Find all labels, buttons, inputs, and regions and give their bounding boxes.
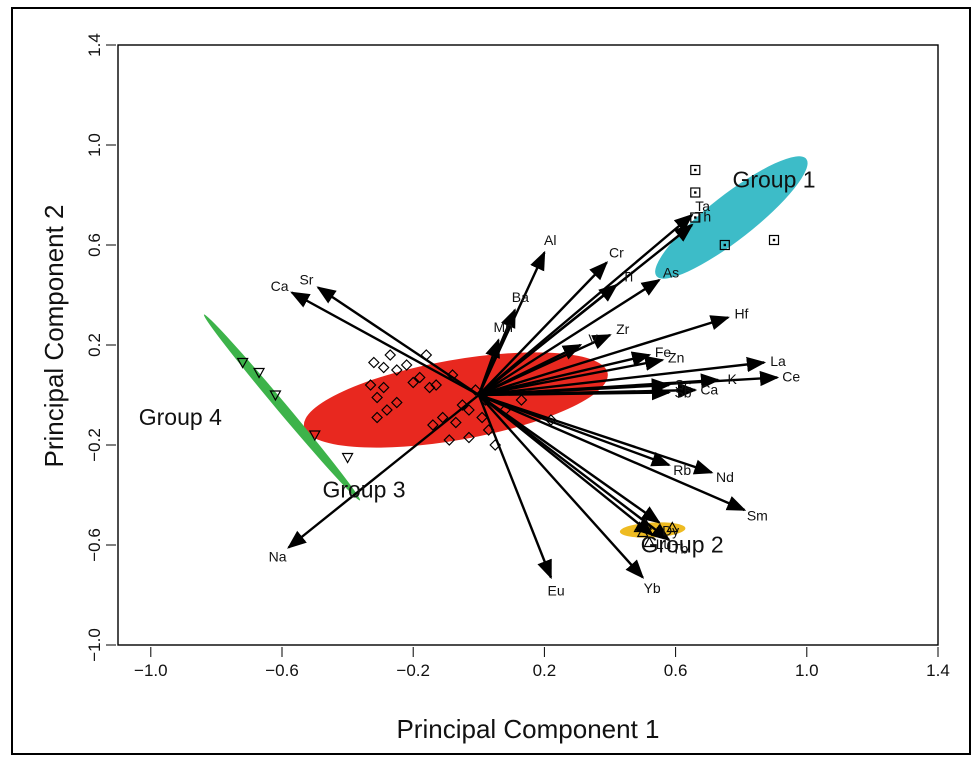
group-3-label: Group 3 (322, 477, 405, 503)
group-1-point-4-center (773, 239, 775, 241)
loading-label-zr-9: Zr (616, 321, 630, 337)
group-4-point-4 (343, 454, 353, 463)
loading-label-rb-20: Rb (673, 462, 691, 478)
loading-label-ca-28: Ca (271, 278, 289, 294)
y-tick-label-0: −1.0 (85, 628, 104, 662)
group-3-point-28 (369, 358, 379, 368)
group-1-point-0-center (694, 169, 696, 171)
loading-label-hf-8: Hf (734, 305, 748, 321)
loading-label-sr-29: Sr (299, 272, 313, 288)
loading-label-eu-26: Eu (548, 583, 565, 599)
loading-label-as-3: As (663, 264, 679, 280)
group-3-point-6 (402, 360, 412, 370)
group-1-label: Group 1 (732, 167, 815, 193)
group-3-point-4 (385, 350, 395, 360)
y-tick-label-3: 0.2 (85, 333, 104, 357)
x-tick-label-3: 0.2 (533, 661, 557, 680)
loading-label-ca-17: Ca (700, 382, 718, 398)
group-1-point-3-center (724, 244, 726, 246)
loading-label-yb-25: Yb (644, 580, 661, 596)
loading-label-ti-4: Ti (622, 268, 633, 284)
loading-label-sb-18: Sb (674, 384, 691, 400)
group-2-label: Group 2 (641, 532, 724, 558)
x-tick-label-5: 1.0 (795, 661, 819, 680)
x-axis-title: Principal Component 1 (396, 714, 659, 744)
loading-label-zn-12: Zn (668, 349, 684, 365)
loading-label-la-13: La (770, 353, 786, 369)
loading-label-ce-14: Ce (782, 369, 800, 385)
y-axis-title: Principal Component 2 (39, 204, 69, 467)
y-tick-label-1: −0.6 (85, 528, 104, 562)
x-tick-label-1: −0.6 (265, 661, 299, 680)
y-tick-label-5: 1.0 (85, 133, 104, 157)
x-tick-label-4: 0.6 (664, 661, 688, 680)
x-tick-label-0: −1.0 (134, 661, 168, 680)
loading-label-th-1: Th (695, 208, 711, 224)
loading-label-al-5: Al (544, 232, 556, 248)
loading-label-ba-6: Ba (512, 289, 529, 305)
x-tick-label-6: 1.4 (926, 661, 950, 680)
loading-label-nd-19: Nd (716, 469, 734, 485)
loading-label-sm-21: Sm (747, 508, 768, 524)
y-tick-label-6: 1.4 (85, 33, 104, 57)
group-3-point-27 (379, 363, 389, 373)
x-tick-label-2: −0.2 (396, 661, 430, 680)
loading-label-na-27: Na (269, 548, 287, 564)
group-4-label: Group 4 (139, 404, 222, 430)
group-1-point-1-center (694, 191, 696, 193)
loading-label-v-10: V (588, 331, 598, 347)
loading-label-cr-2: Cr (609, 244, 624, 260)
y-tick-label-2: −0.2 (85, 428, 104, 462)
loading-label-mn-7: Mn (493, 319, 512, 335)
loading-label-k-15: K (728, 371, 738, 387)
y-tick-label-4: 0.6 (85, 233, 104, 257)
